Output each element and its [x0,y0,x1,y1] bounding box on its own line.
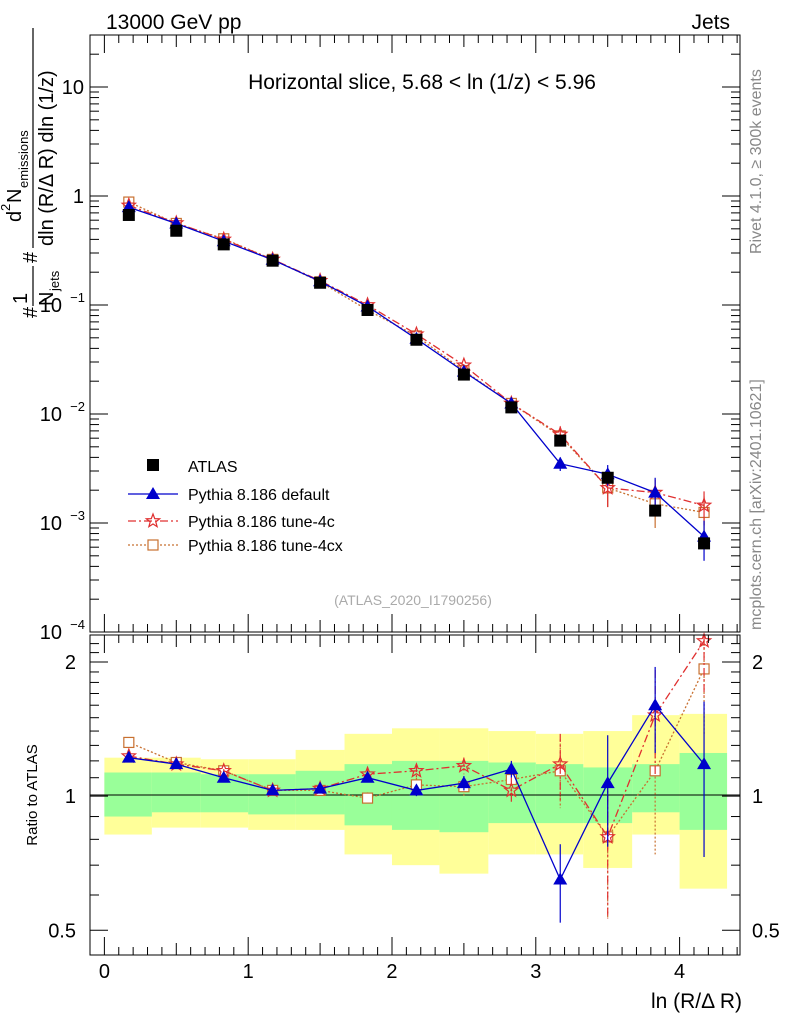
ratio-data-layer [120,632,713,923]
ylabel-n-sub: emissions [16,130,31,188]
legend-marker-tune4cx [147,539,159,551]
ratio-series-2-point [361,792,374,804]
legend-marker-default [146,487,160,499]
legend-label-tune4cx: Pythia 8.186 tune-4cx [188,538,343,555]
ratio-series-0-point [216,770,231,783]
ylabel-d: d [4,211,26,222]
ratio-series-0-point [697,757,712,770]
ratio-series-1-point [551,755,569,772]
ratio-series-0-point [504,762,519,775]
ratio-series-0-point [409,783,424,796]
y-tick-exponent: −4 [70,617,85,632]
process-label: Jets [691,11,730,34]
ratio-y-tick-label-left: 2 [65,652,76,674]
y-tick-label: 10 [40,295,62,317]
series-2-point [695,496,713,513]
ratio-series-0-point [456,776,471,789]
y-tick-exponent: −1 [70,290,85,305]
series-2-point [599,479,616,495]
x-tick-label: 3 [530,961,541,983]
x-tick-label: 0 [99,961,110,983]
ratio-frame [89,634,741,956]
legend-marker-tune4c [144,512,162,529]
energy-label: 13000 GeV pp [106,11,241,34]
main-plot-panel: 10 −4 10 −3 10 −2 10 −1 1 10 Horizontal slice, 5.… [0,28,741,644]
ylabel-denominator: dln (R/Δ R) dln (1/z) [36,70,58,246]
series-0-point [554,434,567,447]
ylabel-frac-den-sub: jets [47,270,62,292]
x-tick-label: 2 [386,961,397,983]
legend: ATLAS Pythia 8.186 default Pythia 8.186 … [128,459,343,555]
ratio-plot-panel: 0.5 0.5 1 1 2 2 0 1 2 3 4 Ratio to ATLAS ln (R/Δ R… [24,632,780,1013]
ratio-series-1-point [455,757,473,773]
ratio-ylabel: Ratio to ATLAS [24,744,41,845]
ratio-series-0-point [313,781,328,794]
y-tick-exponent: −3 [70,508,85,523]
series-1-point [553,456,568,469]
ylabel-d-sup: 2 [0,204,13,211]
main-data-layer [120,196,713,561]
main-frame [89,34,741,633]
legend-marker-atlas [147,459,159,471]
ratio-series-1-point [408,762,425,778]
main-ylabel: # 1 N jets # d 2 N emissions dln (R/Δ R)… [0,28,62,318]
ratio-series-0-point [121,750,136,763]
y-tick-label: 10 [40,622,62,644]
y-tick-label: 10 [62,77,84,99]
series-0-point [601,471,614,484]
x-tick-label: 1 [243,961,254,983]
ratio-y-tick-label-left: 0.5 [48,920,76,942]
series-0-point [410,333,423,346]
series-0-point [170,224,183,237]
analysis-watermark: (ATLAS_2020_I1790256) [334,592,492,608]
ratio-series-0-point [648,698,663,711]
ratio-series-0-point [360,770,375,783]
legend-label-atlas: ATLAS [188,459,238,476]
legend-label-default: Pythia 8.186 default [188,487,330,504]
series-0-point [457,368,470,381]
ylabel-n: N [4,189,26,203]
ratio-series-1-point [503,781,520,798]
series-0-point [649,504,662,517]
ylabel-hash2: # [20,251,42,263]
y-tick-label: 1 [73,186,84,208]
series-1-point [648,485,663,498]
inner-band [151,772,201,813]
ratio-y-tick-label-right: 0.5 [752,920,780,942]
series-0-point [698,537,711,550]
inner-band [439,760,489,833]
rivet-info: Rivet 4.1.0, ≥ 300k events [748,69,765,254]
y-tick-label: 10 [40,513,62,535]
ratio-series-0-point [553,872,568,885]
ratio-series-2-point [123,736,135,749]
ylabel-hash1: # [20,306,42,318]
ratio-axis-ticks: 0.5 0.5 1 1 2 2 0 1 2 3 4 [48,635,780,983]
xaxis-label: ln (R/Δ R) [651,990,742,1013]
ylabel-frac-den: N [36,292,58,306]
ratio-series-0-point [169,757,184,770]
ratio-series-0-point [600,776,615,789]
ratio-y-tick-label-left: 1 [65,786,76,808]
slice-title: Horizontal slice, 5.68 < ln (1/z) < 5.96 [248,71,596,94]
ratio-series-1-point [695,632,713,649]
y-tick-label: 10 [40,404,62,426]
mcplots-info: mcplots.cern.ch [arXiv:2401.10621] [748,379,765,630]
main-axis-ticks: 10 −4 10 −3 10 −2 10 −1 1 10 [40,34,740,644]
series-0-point [314,276,327,289]
legend-label-tune4c: Pythia 8.186 tune-4c [188,514,335,531]
y-tick-exponent: −2 [70,399,85,414]
series-0-point [361,303,374,316]
ratio-y-tick-label-right: 1 [752,786,763,808]
series-0-point [266,254,279,267]
ratio-series-0-point [265,783,280,796]
series-0-point [122,208,135,221]
series-0-point [505,401,518,414]
x-tick-label: 4 [674,961,685,983]
series-0-point [217,238,230,251]
ratio-y-tick-label-right: 2 [752,652,763,674]
ylabel-frac-num: 1 [10,293,32,304]
